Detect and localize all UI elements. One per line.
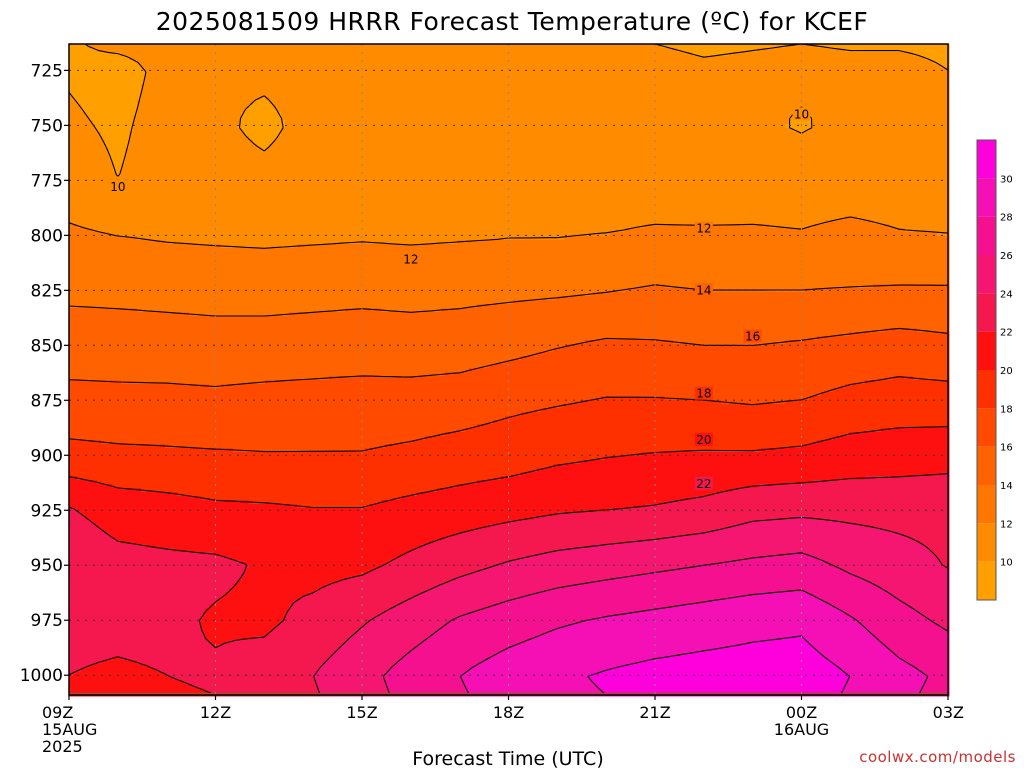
x-tick-label: 00Z — [786, 703, 817, 722]
colorbar-segment — [977, 446, 996, 485]
colorbar-tick-label: 30 — [1000, 174, 1013, 185]
colorbar-segment — [977, 485, 996, 524]
colorbar-segment — [977, 255, 996, 294]
colorbar-segment — [977, 293, 996, 332]
colorbar-tick-label: 22 — [1000, 328, 1013, 339]
x-tick-label: 15AUG — [42, 720, 97, 739]
colorbar-tick-label: 18 — [1000, 404, 1013, 415]
y-tick-label: 925 — [31, 501, 63, 521]
contour-lines — [68, 43, 949, 696]
y-tick-label: 775 — [31, 171, 63, 191]
temperature-fill — [69, 44, 950, 697]
contour-label-bg — [694, 283, 713, 297]
y-tick-label: 900 — [31, 446, 63, 466]
y-tick-label: 850 — [31, 336, 63, 356]
contour-label-bg — [694, 221, 713, 235]
contour-label-bg — [694, 476, 713, 490]
colorbar-tick-label: 28 — [1000, 213, 1013, 224]
contour-label: 12 — [403, 253, 418, 267]
y-tick-label: 800 — [31, 226, 63, 246]
colorbar-segment — [977, 523, 996, 562]
contour-label: 10 — [794, 107, 809, 121]
contour-labels: 10 10 12 12 14 16 18 20 22 — [108, 107, 811, 491]
contour-label: 18 — [696, 387, 711, 401]
contour-label: 12 — [696, 222, 711, 236]
y-tick-label: 975 — [31, 611, 63, 631]
contour-label-bg — [694, 432, 713, 446]
contour-label-bg — [108, 179, 127, 193]
colorbar-tick-label: 24 — [1000, 289, 1013, 300]
colorbar-tick-label: 20 — [1000, 366, 1013, 377]
colorbar-segment — [977, 216, 996, 255]
contour-label: 14 — [696, 283, 711, 297]
colorbar-tick-label: 16 — [1000, 443, 1013, 454]
x-tick-label: 15Z — [346, 703, 377, 722]
contour-label-bg — [401, 252, 420, 266]
chart-title: 2025081509 HRRR Forecast Temperature (ºC… — [156, 7, 869, 36]
y-tick-label: 950 — [31, 556, 63, 576]
colorbar-tick-label: 26 — [1000, 251, 1013, 262]
x-axis-label: Forecast Time (UTC) — [412, 748, 603, 768]
x-tick-label: 2025 — [42, 737, 83, 756]
x-tick-label: 21Z — [639, 703, 670, 722]
x-tick-label: 18Z — [493, 703, 524, 722]
x-tick-label: 03Z — [933, 703, 964, 722]
credit-text: coolwx.com/models — [859, 748, 1016, 766]
colorbar-segment — [977, 408, 996, 447]
colorbar-tick-label: 14 — [1000, 481, 1013, 492]
colorbar-segment — [977, 140, 996, 179]
y-axis-ticks: 725 750 775 800 825 850 875 900 925 950 975 1000 — [20, 61, 69, 686]
x-tick-label: 09Z — [42, 703, 73, 722]
y-tick-label: 750 — [31, 116, 63, 136]
contour-label: 20 — [696, 433, 711, 447]
x-tick-label: 16AUG — [774, 720, 829, 739]
contour-label: 16 — [745, 330, 760, 344]
colorbar-segment — [977, 370, 996, 409]
y-tick-label: 1000 — [20, 666, 63, 686]
x-tick-label: 12Z — [200, 703, 231, 722]
colorbar: 10 12 14 16 18 20 22 24 26 28 30 — [976, 139, 1013, 601]
contour-label: 22 — [696, 477, 711, 491]
contour-label: 10 — [110, 180, 125, 194]
colorbar-segment — [977, 561, 996, 600]
y-tick-label: 875 — [31, 391, 63, 411]
y-tick-label: 725 — [31, 61, 63, 81]
contour-label-bg — [792, 107, 811, 121]
contour-label-bg — [743, 329, 762, 343]
colorbar-tick-label: 12 — [1000, 519, 1013, 530]
colorbar-tick-label: 10 — [1000, 558, 1013, 569]
y-tick-label: 825 — [31, 281, 63, 301]
colorbar-segment — [977, 178, 996, 217]
colorbar-frame — [976, 139, 997, 601]
colorbar-segment — [977, 331, 996, 370]
contour-line — [68, 43, 949, 696]
contour-label-bg — [694, 386, 713, 400]
